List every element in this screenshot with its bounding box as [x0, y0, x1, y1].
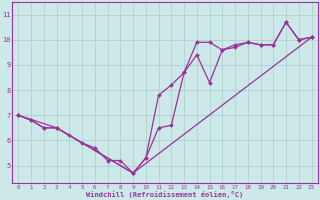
X-axis label: Windchill (Refroidissement éolien,°C): Windchill (Refroidissement éolien,°C) — [86, 191, 244, 198]
